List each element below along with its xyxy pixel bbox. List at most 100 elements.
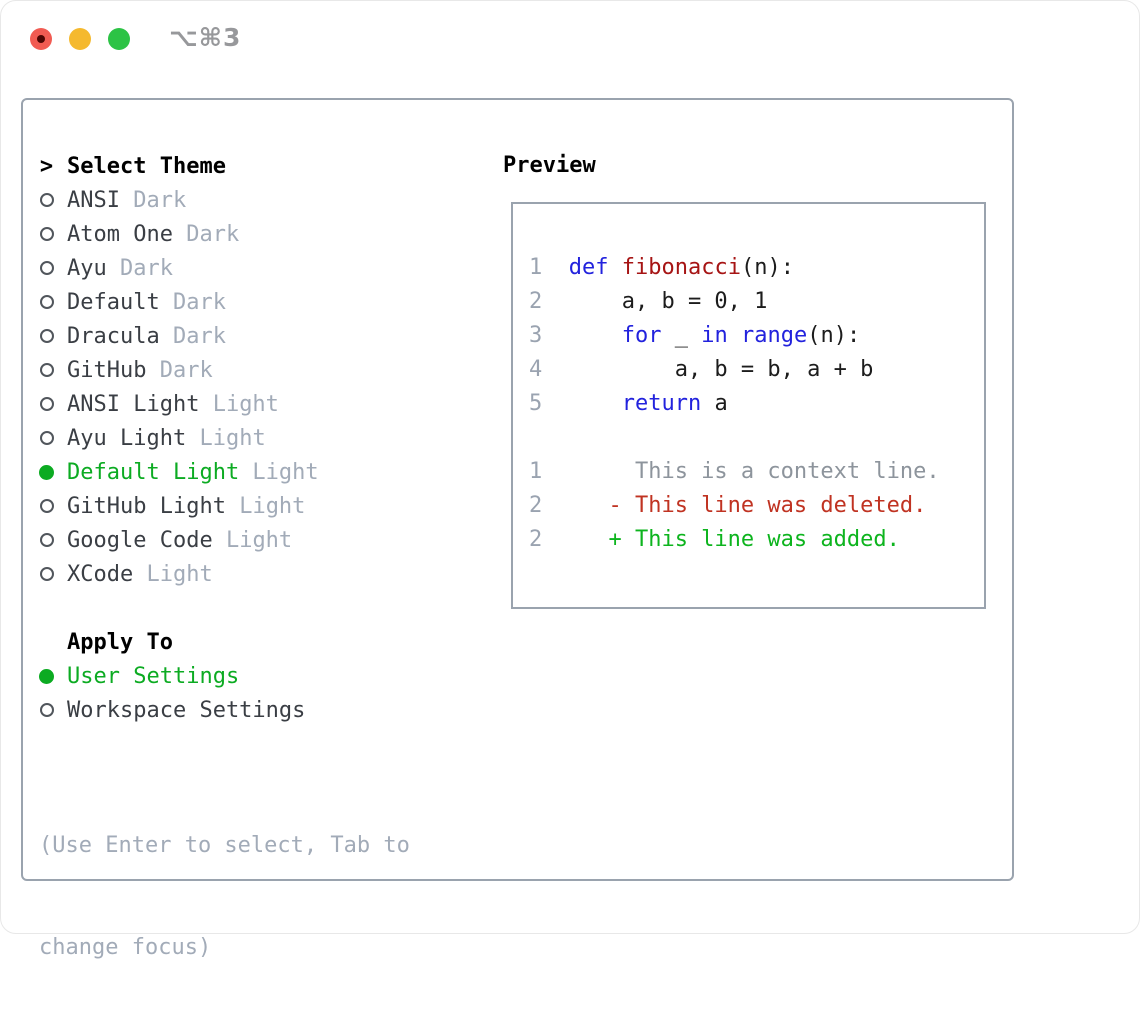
preview-heading: Preview <box>503 153 596 178</box>
select-theme-header-label: Select Theme <box>67 153 226 179</box>
theme-variant-label: Light <box>199 391 279 417</box>
theme-variant-label: Light <box>239 459 319 485</box>
theme-item-label: GitHub Light <box>67 493 226 519</box>
radio-selected-icon <box>39 464 54 480</box>
theme-item-label: Default <box>67 289 160 315</box>
hint-line-2: change focus) <box>39 935 212 960</box>
theme-item-label: ANSI <box>67 187 120 213</box>
radio-icon <box>39 261 54 276</box>
code-token-plain: a, b = b, a + b <box>568 357 874 382</box>
code-line: 5 return a <box>529 387 984 421</box>
caret-icon: > <box>39 153 54 179</box>
line-number: 3 <box>529 323 543 348</box>
theme-item-ansi-dark[interactable]: ANSI Dark <box>39 183 319 217</box>
theme-item-label: Ayu <box>67 255 107 281</box>
select-theme-header: > Select Theme <box>39 149 319 183</box>
theme-variant-label: Dark <box>159 289 226 315</box>
theme-item-dracula-dark[interactable]: Dracula Dark <box>39 319 319 353</box>
code-token-plain: a <box>701 391 728 416</box>
title-bar: ⌥⌘3 <box>1 1 1139 79</box>
code-token-kw: range <box>740 323 808 348</box>
line-number: 2 <box>529 493 543 518</box>
theme-item-ayu-dark[interactable]: Ayu Dark <box>39 251 319 285</box>
theme-item-github-dark[interactable]: GitHub Dark <box>39 353 319 387</box>
radio-icon <box>39 567 54 582</box>
apply-to-list: Apply To User Settings Workspace Settings <box>39 625 305 727</box>
theme-variant-label: Dark <box>172 221 240 247</box>
radio-icon <box>39 227 54 242</box>
main-panel: > Select Theme ANSI Dark Atom One Dark Ayu… <box>21 98 1014 960</box>
code-token-kw: return <box>621 391 702 416</box>
theme-variant-label: Light <box>186 425 266 451</box>
code-token-plain <box>569 391 622 416</box>
radio-icon <box>39 329 54 344</box>
line-number: 4 <box>529 357 543 382</box>
theme-item-default-dark[interactable]: Default Dark <box>39 285 319 319</box>
radio-icon <box>39 363 54 378</box>
minimize-button[interactable] <box>69 28 91 50</box>
line-number: 5 <box>529 391 543 416</box>
theme-item-default-light-light[interactable]: Default Light Light <box>39 455 319 489</box>
radio-icon <box>39 397 54 412</box>
radio-selected-icon <box>39 668 54 684</box>
code-line <box>529 421 984 455</box>
app-window: ⌥⌘3 > Select Theme ANSI Dark Atom One Dar… <box>0 0 1140 960</box>
apply-item-user-settings[interactable]: User Settings <box>39 659 305 693</box>
theme-item-label: Default Light <box>67 459 240 485</box>
radio-icon <box>39 533 54 548</box>
theme-variant-label: Light <box>133 561 213 587</box>
apply-item-label: Workspace Settings <box>67 697 306 723</box>
code-token-kw: def <box>568 255 609 280</box>
code-token-add: + This line was added. <box>568 527 900 552</box>
theme-variant-label: Dark <box>159 323 226 349</box>
theme-variant-label: Dark <box>146 357 213 383</box>
code-token-ctx: This is a context line. <box>568 459 940 484</box>
code-token-plain <box>608 255 621 280</box>
apply-to-header: Apply To <box>39 625 305 659</box>
code-token-plain: a, b = 0, 1 <box>568 289 768 314</box>
code-line: 2 a, b = 0, 1 <box>529 285 984 319</box>
code-token-func: fibonacci <box>621 255 741 280</box>
code-line: 4 a, b = b, a + b <box>529 353 984 387</box>
theme-item-github-light-light[interactable]: GitHub Light Light <box>39 489 319 523</box>
code-token-kw: in <box>701 323 728 348</box>
radio-icon <box>39 499 54 514</box>
radio-icon <box>39 703 54 718</box>
line-number: 2 <box>529 527 543 552</box>
theme-variant-label: Dark <box>106 255 173 281</box>
code-line: 3 for _ in range(n): <box>529 319 984 353</box>
code-line: 1 This is a context line. <box>529 455 984 489</box>
theme-item-ansi-light-light[interactable]: ANSI Light Light <box>39 387 319 421</box>
theme-item-atom-one-dark[interactable]: Atom One Dark <box>39 217 319 251</box>
theme-item-xcode-light[interactable]: XCode Light <box>39 557 319 591</box>
code-line: 2 - This line was deleted. <box>529 489 984 523</box>
apply-item-workspace-settings[interactable]: Workspace Settings <box>39 693 305 727</box>
code-token-plain: (n): <box>807 323 861 348</box>
theme-variant-label: Dark <box>119 187 187 213</box>
line-number: 1 <box>529 459 543 484</box>
code-token-plain: (n): <box>740 255 794 280</box>
theme-list: > Select Theme ANSI Dark Atom One Dark Ayu… <box>39 149 319 591</box>
theme-item-label: ANSI Light <box>67 391 200 417</box>
radio-icon <box>39 431 54 446</box>
theme-item-label: Dracula <box>67 323 160 349</box>
close-button[interactable] <box>30 28 52 50</box>
hint-text: (Use Enter to select, Tab to change focu… <box>39 761 410 1033</box>
zoom-button[interactable] <box>108 28 130 50</box>
radio-icon <box>39 193 54 208</box>
theme-variant-label: Light <box>212 527 293 553</box>
code-token-plain <box>728 323 741 348</box>
window-title: ⌥⌘3 <box>169 23 242 52</box>
apply-item-label: User Settings <box>67 663 240 689</box>
code-line: 2 + This line was added. <box>529 523 984 557</box>
code-token-plain: _ <box>661 323 702 348</box>
theme-item-ayu-light-light[interactable]: Ayu Light Light <box>39 421 319 455</box>
radio-icon <box>39 295 54 310</box>
theme-item-label: Atom One <box>67 221 173 247</box>
theme-item-label: XCode <box>67 561 134 587</box>
theme-item-google-code-light[interactable]: Google Code Light <box>39 523 319 557</box>
apply-to-header-label: Apply To <box>67 629 173 655</box>
line-number: 2 <box>529 289 543 314</box>
code-token-kw: for <box>621 323 662 348</box>
